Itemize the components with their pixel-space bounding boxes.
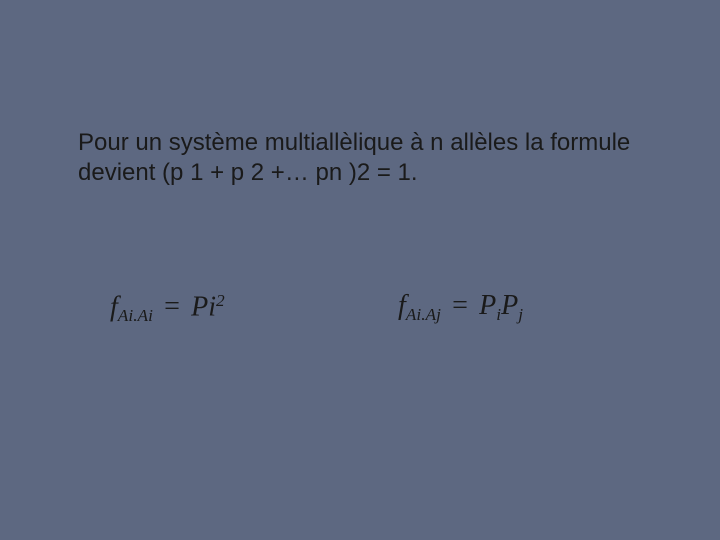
rhs-pj-sub: j bbox=[518, 305, 523, 324]
f-subscript: Ai.Ai bbox=[118, 306, 153, 325]
rhs-pj-base: P bbox=[501, 290, 518, 321]
f-subscript: Ai.Aj bbox=[406, 305, 441, 324]
rhs-base: Pi bbox=[191, 291, 216, 322]
rhs-pi-base: P bbox=[479, 290, 496, 321]
f-symbol: f bbox=[110, 291, 118, 322]
equals: = bbox=[153, 291, 191, 322]
formula-homozygote: fAi.Ai = Pi2 bbox=[110, 290, 225, 327]
body-text: Pour un système multiallèlique à n allèl… bbox=[78, 128, 638, 188]
f-symbol: f bbox=[398, 290, 406, 321]
formula-heterozygote: fAi.Aj = PiPj bbox=[398, 290, 523, 326]
equals: = bbox=[441, 290, 479, 321]
rhs-pi-sub: i bbox=[496, 305, 501, 324]
slide: Pour un système multiallèlique à n allèl… bbox=[0, 0, 720, 540]
rhs-superscript: 2 bbox=[216, 291, 225, 310]
